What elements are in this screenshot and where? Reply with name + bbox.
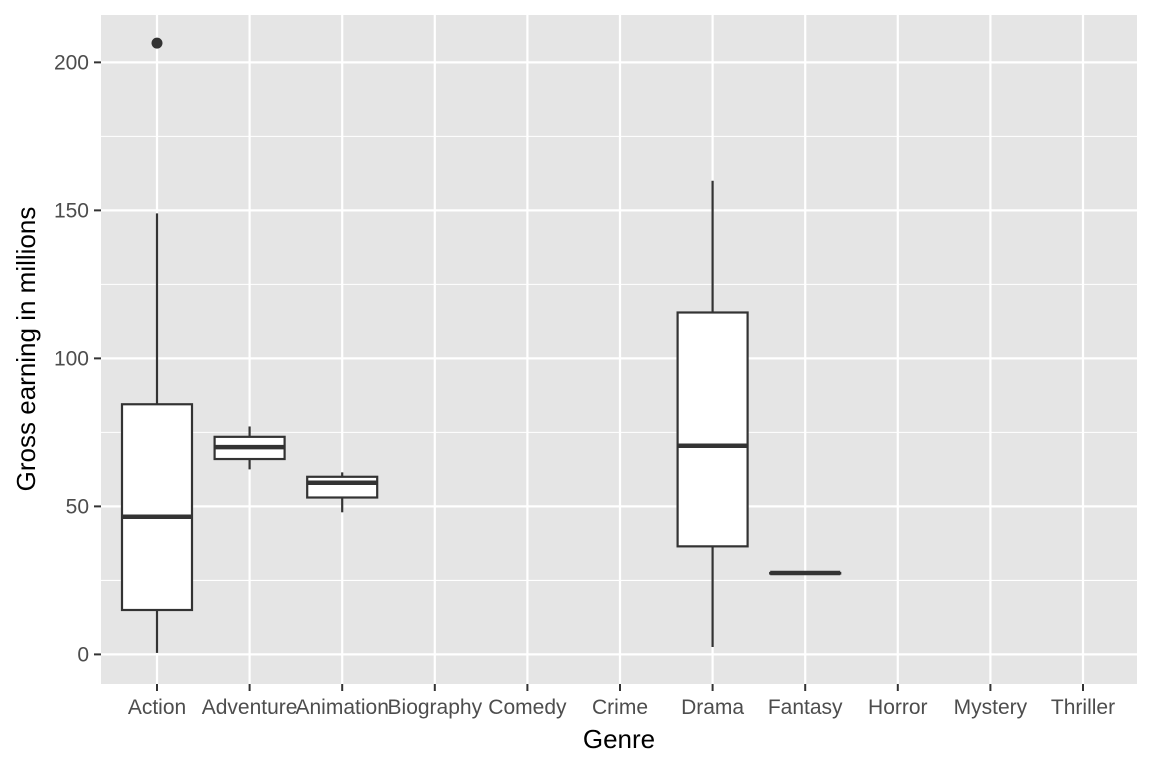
y-tick-label: 50 bbox=[66, 495, 89, 518]
box-body bbox=[306, 475, 379, 499]
y-tick-label: 200 bbox=[54, 51, 89, 74]
box-body bbox=[120, 403, 194, 612]
box-series bbox=[120, 37, 842, 653]
box-adventure bbox=[213, 426, 286, 470]
box-fantasy bbox=[769, 570, 842, 576]
x-tick-label-mystery: Mystery bbox=[954, 696, 1028, 719]
y-tick-label: 150 bbox=[54, 199, 89, 222]
y-tick-label: 100 bbox=[54, 347, 89, 370]
x-tick-label-comedy: Comedy bbox=[488, 696, 567, 719]
x-tick-label-thriller: Thriller bbox=[1051, 696, 1115, 719]
box-action bbox=[120, 37, 194, 653]
x-tick-label-horror: Horror bbox=[868, 696, 928, 719]
box-animation bbox=[306, 472, 379, 513]
x-axis-title: Genre bbox=[583, 724, 655, 754]
x-tick-label-drama: Drama bbox=[681, 696, 744, 719]
box-drama bbox=[676, 180, 749, 647]
y-axis-title: Gross earning in millions bbox=[11, 207, 41, 492]
x-tick-label-adventure: Adventure bbox=[202, 696, 298, 719]
y-axis: 0 50 100 150 200 bbox=[54, 51, 101, 666]
x-tick-label-fantasy: Fantasy bbox=[768, 696, 843, 719]
outlier-point bbox=[151, 37, 163, 49]
x-tick-label-animation: Animation bbox=[296, 696, 389, 719]
x-tick-label-crime: Crime bbox=[592, 696, 648, 719]
x-tick-label-action: Action bbox=[128, 696, 186, 719]
x-tick-label-biography: Biography bbox=[388, 696, 483, 719]
y-tick-label: 0 bbox=[77, 643, 89, 666]
box-body bbox=[676, 311, 749, 548]
